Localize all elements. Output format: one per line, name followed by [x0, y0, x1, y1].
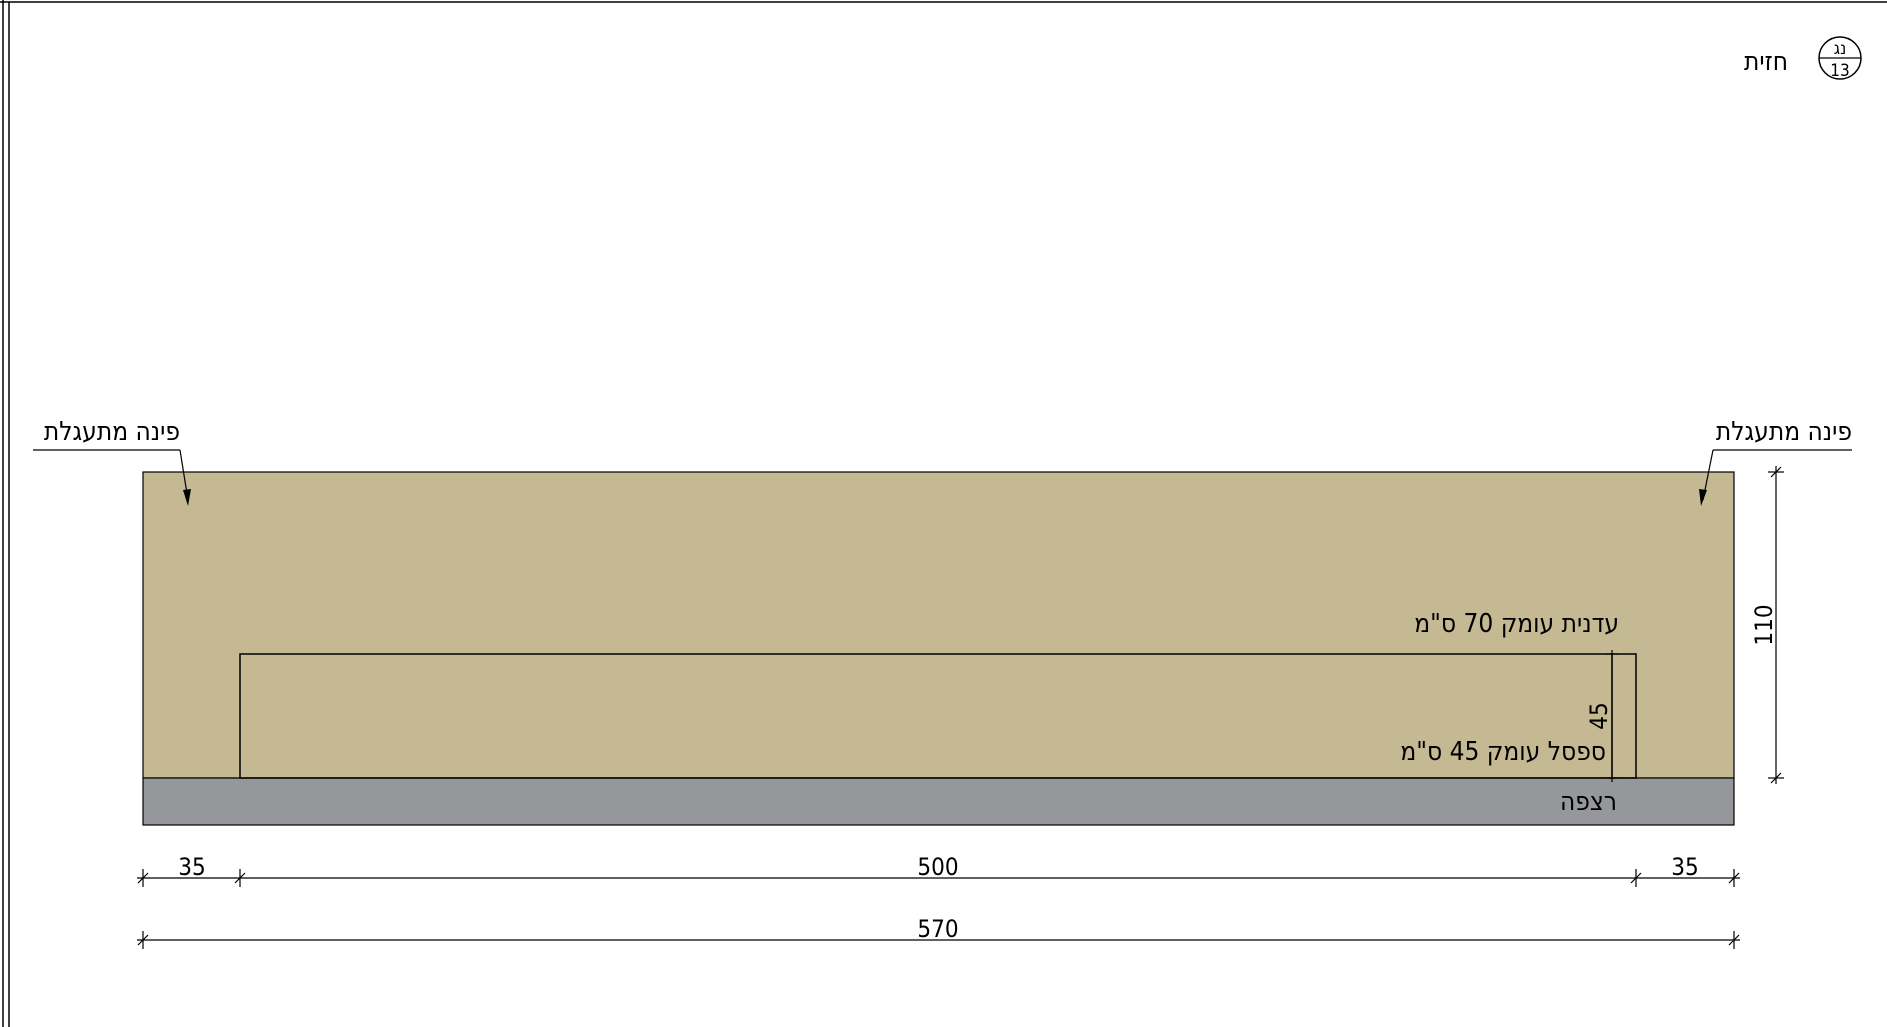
left-corner-label: פינה מתעגלת	[44, 417, 180, 447]
right-corner-label: פינה מתעגלת	[1716, 417, 1852, 447]
left-margin-value: 35	[178, 853, 205, 881]
floor-label: רצפה	[1560, 787, 1617, 817]
right-corner-callout: פינה מתעגלת	[1699, 417, 1852, 506]
height-dimension-value: 110	[1750, 604, 1778, 645]
width-dimension-chain	[137, 869, 1740, 887]
counter-label: עדנית עומק 70 ס"מ	[1414, 609, 1619, 639]
total-width-dimension	[137, 931, 1740, 949]
floor-strip	[142, 777, 1735, 826]
bench-label: ספסל עומק 45 ס"מ	[1400, 737, 1606, 767]
total-width-value: 570	[917, 915, 958, 943]
wall-elevation	[142, 471, 1735, 779]
section-symbol-bottom: 13	[1830, 61, 1849, 81]
center-width-value: 500	[917, 853, 958, 881]
right-margin-value: 35	[1671, 853, 1698, 881]
section-symbol: נג 13	[1818, 36, 1862, 81]
left-corner-callout: פינה מתעגלת	[33, 417, 191, 506]
view-title: חזית	[1744, 47, 1788, 77]
bench-outline	[239, 653, 1637, 779]
bench-height-value: 45	[1585, 702, 1613, 729]
section-symbol-top: נג	[1834, 39, 1846, 59]
height-dimension	[1768, 466, 1784, 784]
bench-height-dimension	[1606, 650, 1618, 782]
